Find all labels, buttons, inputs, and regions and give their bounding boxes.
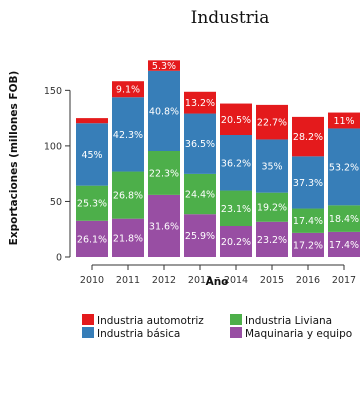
legend-swatch: [82, 327, 94, 338]
segment-label: 19.2%: [257, 203, 287, 214]
bar-segment: [148, 60, 180, 71]
x-tick-label: 2017: [332, 275, 356, 286]
segment-label: 53.2%: [329, 162, 359, 173]
bar-segment: [292, 232, 324, 257]
bar-segment: [328, 205, 360, 232]
segment-label: 40.8%: [149, 106, 179, 117]
segment-label: 17.4%: [293, 216, 323, 227]
segment-label: 26.1%: [77, 234, 107, 245]
x-tick-label: 2014: [224, 275, 248, 286]
bar-segment: [256, 104, 288, 140]
segment-label: 18.4%: [329, 214, 359, 225]
bar-segment: [220, 103, 252, 135]
bar-segment: [112, 81, 144, 98]
y-tick-label: 150: [44, 86, 62, 97]
legend-label: Industria automotriz: [97, 315, 204, 327]
bar-segment: [148, 194, 180, 257]
bar-segment: [76, 118, 108, 124]
y-tick-label: 100: [44, 141, 62, 152]
segment-label: 26.8%: [113, 191, 143, 202]
bar-segment: [184, 173, 216, 215]
chart-title: Industria: [191, 8, 270, 28]
bar-segment: [292, 156, 324, 209]
segment-label: 35%: [261, 162, 282, 173]
legend-swatch: [230, 327, 242, 338]
x-tick-label: 2010: [80, 275, 104, 286]
bar-segment: [220, 226, 252, 257]
bar-segment: [256, 221, 288, 257]
segment-label: 17.4%: [329, 240, 359, 251]
bar-segment: [220, 190, 252, 226]
x-axis-title: Año: [206, 276, 229, 288]
x-axis: 2010 2011 2012 2013 2014 2015 2016 2017: [80, 264, 356, 286]
segment-label: 25.3%: [77, 199, 107, 210]
legend: Industria automotriz Industria Liviana Ind…: [82, 314, 352, 340]
y-axis-title: Exportaciones (millones FOB): [8, 71, 20, 246]
segment-label: 36.5%: [185, 139, 215, 150]
bar-segment: [256, 192, 288, 222]
segment-label: 37.3%: [293, 178, 323, 189]
bar-segment: [148, 151, 180, 195]
bar-segment: [328, 231, 360, 257]
bar-segment: [76, 185, 108, 221]
bar-segment: [256, 139, 288, 193]
segment-label: 22.7%: [257, 118, 287, 129]
segment-label: 11%: [333, 116, 354, 127]
segment-label: 36.2%: [221, 158, 251, 169]
segment-label: 17.2%: [293, 240, 323, 251]
segment-label: 28.2%: [293, 132, 323, 143]
segment-label: 5.3%: [152, 61, 176, 72]
segment-label: 24.4%: [185, 190, 215, 201]
legend-label: Industria Liviana: [245, 315, 332, 327]
legend-swatch: [230, 314, 242, 325]
x-tick-label: 2016: [296, 275, 320, 286]
bar-segment: [184, 91, 216, 114]
legend-swatch: [82, 314, 94, 325]
segment-label: 25.9%: [185, 231, 215, 242]
bar-segment: [292, 116, 324, 157]
segment-label: 21.8%: [113, 233, 143, 244]
x-tick-label: 2015: [260, 275, 284, 286]
legend-label: Industria básica: [97, 328, 180, 340]
bar-segment: [292, 208, 324, 233]
bar-segment: [112, 171, 144, 219]
segment-label: 23.2%: [257, 235, 287, 246]
bar-segment: [112, 97, 144, 172]
x-tick-label: 2012: [152, 275, 176, 286]
bar-segment: [220, 135, 252, 191]
segment-label: 20.5%: [221, 115, 251, 126]
x-tick-label: 2011: [116, 275, 140, 286]
bar-segment: [328, 128, 360, 206]
bar-segment: [76, 123, 108, 186]
y-tick-label: 50: [50, 197, 62, 208]
bar-segment: [148, 70, 180, 151]
bar-segment: [112, 218, 144, 257]
segment-label: 31.6%: [149, 221, 179, 232]
segment-label: 23.1%: [221, 204, 251, 215]
bar-segment: [184, 214, 216, 257]
bar-segment: [328, 112, 360, 129]
y-axis: 0 50 100 150: [44, 86, 71, 264]
segment-label: 9.1%: [116, 85, 140, 96]
segment-label: 45%: [81, 150, 102, 161]
y-tick-label: 0: [56, 253, 62, 264]
segment-label: 22.3%: [149, 168, 179, 179]
bar-segment: [76, 220, 108, 257]
segment-label: 42.3%: [113, 130, 143, 141]
segment-label: 13.2%: [185, 98, 215, 109]
bar-segment: [184, 113, 216, 174]
legend-label: Maquinaria y equipo: [245, 328, 352, 340]
plot-area: 26.1% 25.3% 45% 21.8% 26.8% 42.3% 9.1% 31.6% 22.…: [76, 60, 360, 257]
x-tick-label: 2013: [188, 275, 212, 286]
segment-label: 20.2%: [221, 237, 251, 248]
